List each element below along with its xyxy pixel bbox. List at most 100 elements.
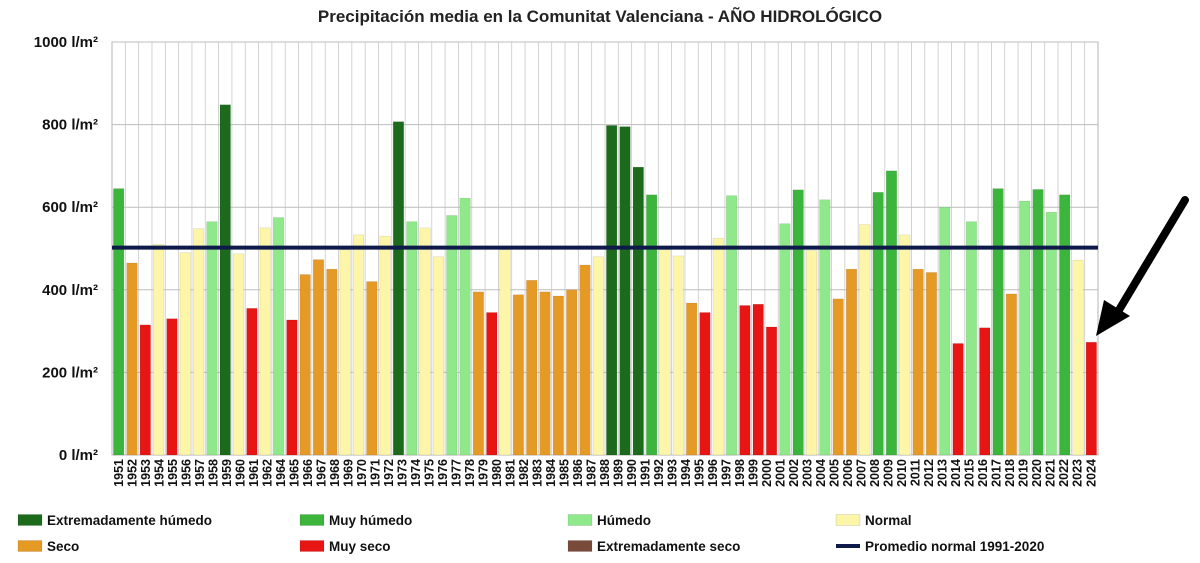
y-tick-label: 200 l/m² bbox=[42, 364, 98, 381]
x-tick-label: 1966 bbox=[301, 459, 315, 487]
x-tick-label: 1976 bbox=[436, 459, 450, 487]
bar-2007 bbox=[859, 224, 871, 456]
bar-2014 bbox=[952, 343, 964, 456]
bar-1995 bbox=[699, 312, 711, 456]
bar-1958 bbox=[206, 221, 218, 456]
bar-1973 bbox=[406, 221, 418, 456]
x-tick-label: 1962 bbox=[260, 459, 274, 487]
x-tick-label: 1987 bbox=[584, 459, 598, 487]
y-tick-label: 600 l/m² bbox=[42, 199, 98, 216]
x-tick-label: 1961 bbox=[247, 459, 261, 487]
annotation-arrow bbox=[1096, 196, 1189, 336]
bar-1988 bbox=[606, 125, 618, 456]
x-tick-label: 2004 bbox=[814, 459, 828, 487]
bar-1971 bbox=[379, 235, 391, 456]
y-tick-label: 1000 l/m² bbox=[34, 34, 98, 51]
x-tick-label: 2012 bbox=[922, 459, 936, 487]
legend-item-es: Extremadamente seco bbox=[567, 539, 740, 554]
bar-1963 bbox=[273, 217, 285, 456]
bar-1982 bbox=[526, 280, 538, 456]
y-tick-label: 400 l/m² bbox=[42, 282, 98, 299]
bar-2010 bbox=[899, 234, 911, 456]
x-tick-label: 1990 bbox=[625, 459, 639, 487]
legend-label: Promedio normal 1991-2020 bbox=[865, 539, 1044, 554]
x-tick-label: 2011 bbox=[909, 459, 923, 486]
legend-label: Seco bbox=[47, 539, 79, 554]
x-tick-label: 2000 bbox=[760, 459, 774, 487]
bars-layer bbox=[113, 104, 1097, 456]
bar-1999 bbox=[752, 304, 764, 456]
bar-2005 bbox=[832, 298, 844, 456]
x-tick-label: 1968 bbox=[328, 459, 342, 487]
bar-2019 bbox=[1019, 200, 1031, 456]
y-tick-label: 0 l/m² bbox=[59, 447, 98, 464]
bar-1968 bbox=[339, 249, 351, 456]
legend-item-n: Normal bbox=[835, 513, 912, 528]
bar-1955 bbox=[166, 318, 178, 456]
x-tick-label: 1991 bbox=[639, 459, 653, 487]
bar-1990 bbox=[632, 166, 644, 456]
y-tick-label: 800 l/m² bbox=[42, 117, 98, 134]
bar-1974 bbox=[419, 227, 431, 456]
bar-1997 bbox=[726, 195, 738, 456]
bar-1992 bbox=[659, 249, 671, 456]
legend-swatch bbox=[17, 540, 43, 552]
bar-1961 bbox=[246, 308, 258, 456]
bar-1991 bbox=[646, 194, 658, 456]
bar-2012 bbox=[925, 272, 937, 456]
x-tick-label: 1988 bbox=[598, 459, 612, 487]
bar-2009 bbox=[885, 170, 897, 456]
bar-1951 bbox=[113, 188, 125, 456]
bar-1981 bbox=[512, 294, 524, 456]
bar-2024 bbox=[1085, 342, 1097, 456]
bar-2008 bbox=[872, 192, 884, 456]
bar-2011 bbox=[912, 268, 924, 456]
x-tick-label: 1994 bbox=[679, 459, 693, 487]
bar-1967 bbox=[326, 268, 338, 456]
x-tick-label: 1952 bbox=[125, 459, 139, 487]
chart-title: Precipitación media en la Comunitat Vale… bbox=[318, 6, 882, 26]
x-tick-label: 2021 bbox=[1044, 459, 1058, 487]
bar-1987 bbox=[592, 256, 604, 456]
x-tick-label: 2023 bbox=[1071, 459, 1085, 487]
bar-1962 bbox=[259, 227, 271, 456]
x-tick-label: 2016 bbox=[976, 459, 990, 487]
x-tick-label: 1997 bbox=[720, 459, 734, 487]
legend-item-h: Húmedo bbox=[567, 513, 651, 528]
x-tick-label: 1970 bbox=[355, 459, 369, 487]
x-tick-label: 2022 bbox=[1057, 459, 1071, 487]
x-tick-label: 1983 bbox=[530, 459, 544, 487]
x-tick-label: 1953 bbox=[139, 459, 153, 487]
x-tick-label: 2008 bbox=[868, 459, 882, 487]
y-axis: 0 l/m² 200 l/m² 400 l/m² 600 l/m² 800 l/m² 10… bbox=[34, 34, 98, 464]
x-tick-label: 1956 bbox=[179, 459, 193, 487]
legend-label: Extremadamente húmedo bbox=[47, 513, 212, 528]
legend-item-mh: Muy húmedo bbox=[299, 513, 412, 528]
x-tick-label: 1957 bbox=[193, 459, 207, 487]
legend-label: Muy húmedo bbox=[329, 513, 412, 528]
bar-1984 bbox=[552, 295, 564, 456]
legend-label: Húmedo bbox=[597, 513, 651, 528]
bar-1957 bbox=[193, 228, 205, 456]
bar-1998 bbox=[739, 305, 751, 456]
bar-1983 bbox=[539, 291, 551, 456]
bar-2013 bbox=[939, 206, 951, 456]
x-tick-label: 2014 bbox=[949, 459, 963, 487]
x-tick-label: 1973 bbox=[395, 459, 409, 487]
bar-1986 bbox=[579, 264, 591, 456]
bar-2001 bbox=[779, 223, 791, 456]
legend-item-line: Promedio normal 1991-2020 bbox=[836, 539, 1044, 554]
x-tick-label: 1954 bbox=[152, 459, 166, 487]
x-tick-label: 1975 bbox=[422, 459, 436, 487]
bar-1994 bbox=[686, 302, 698, 456]
legend-swatch bbox=[299, 514, 325, 526]
x-tick-label: 1993 bbox=[666, 459, 680, 487]
bar-2016 bbox=[979, 327, 991, 456]
x-tick-label: 1984 bbox=[544, 459, 558, 487]
legend-swatch bbox=[17, 514, 43, 526]
legend-label: Extremadamente seco bbox=[597, 539, 740, 554]
bar-1954 bbox=[153, 244, 165, 456]
legend-swatch bbox=[567, 540, 593, 552]
bar-2015 bbox=[965, 221, 977, 456]
